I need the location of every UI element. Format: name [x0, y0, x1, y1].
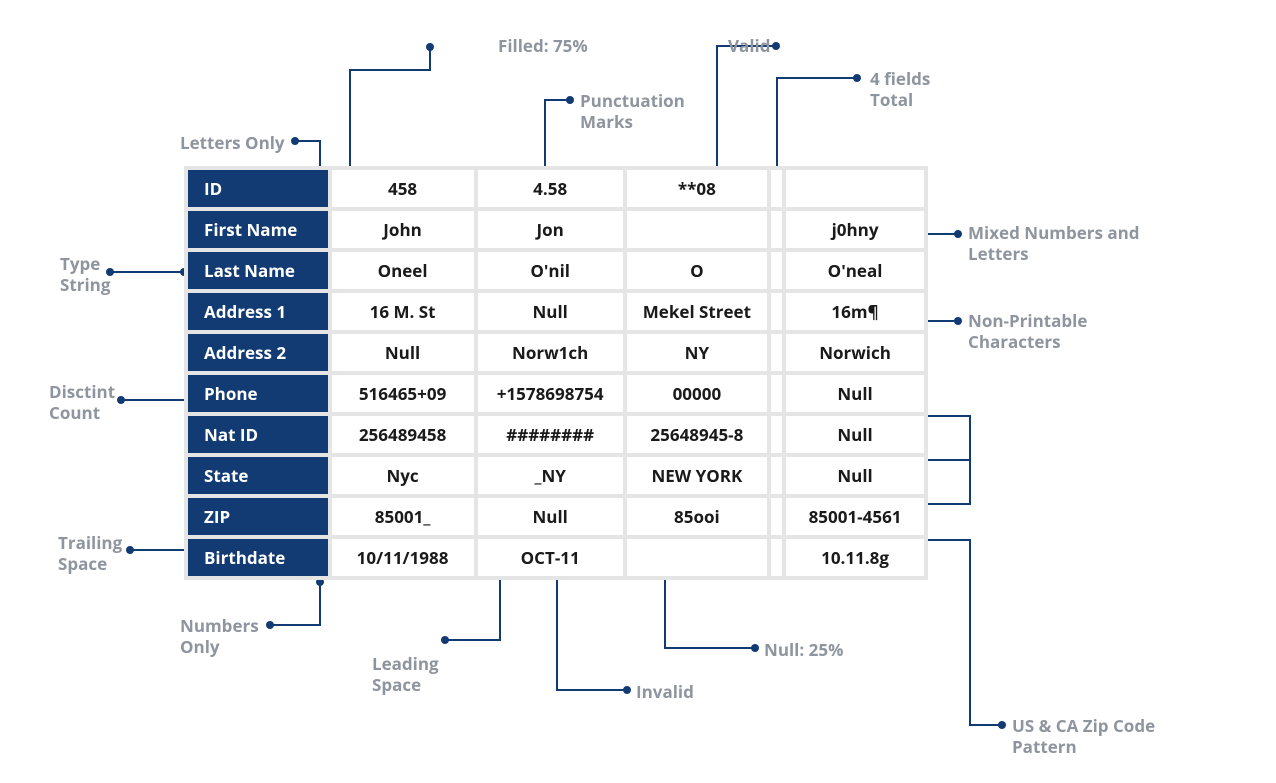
annotation-null-25: Null: 25% — [764, 639, 843, 660]
table-cell — [771, 170, 782, 207]
table-cell: 25648945-8 — [627, 416, 767, 453]
table-cell: _NY — [478, 457, 623, 494]
table-cell: 85001-4561 — [786, 498, 924, 535]
table-cell — [771, 498, 782, 535]
table-cell: +1578698754 — [478, 375, 623, 412]
table-cell: Oneel — [332, 252, 474, 289]
annotation-invalid: Invalid — [636, 681, 694, 702]
table-row: Birthdate10/11/1988OCT-11 10.11.8g — [188, 539, 924, 576]
annotation-us-ca-zip: US & CA Zip Code Pattern — [1012, 715, 1155, 758]
table-cell: O'nil — [478, 252, 623, 289]
annotation-distinct-count: Disctint Count — [49, 381, 115, 424]
table-row: Address 2NullNorw1chNY Norwich — [188, 334, 924, 371]
table-cell: Jon — [478, 211, 623, 248]
table-cell: O'neal — [786, 252, 924, 289]
annotation-valid: Valid — [728, 35, 770, 56]
annotation-non-printable: Non-Printable Characters — [968, 310, 1087, 353]
table-cell: Null — [786, 457, 924, 494]
table-cell — [771, 457, 782, 494]
table-body: ID4584.58**08 First NameJohnJon j0hny Last … — [188, 170, 924, 576]
table-cell: 516465+09 — [332, 375, 474, 412]
row-header: First Name — [188, 211, 328, 248]
row-header: ID — [188, 170, 328, 207]
diagram-stage: ID4584.58**08 First NameJohnJon j0hny Last … — [0, 0, 1276, 783]
table-cell — [786, 170, 924, 207]
table-row: ID4584.58**08 — [188, 170, 924, 207]
table-cell — [771, 211, 782, 248]
table-cell: Null — [332, 334, 474, 371]
annotation-trailing-space: Trailing Space — [58, 532, 122, 575]
table-cell: Norw1ch — [478, 334, 623, 371]
table-cell: John — [332, 211, 474, 248]
annotation-filled-75: Filled: 75% — [498, 35, 588, 56]
table-cell — [771, 293, 782, 330]
row-header: ZIP — [188, 498, 328, 535]
table-cell: Norwich — [786, 334, 924, 371]
table-cell — [771, 334, 782, 371]
table-cell: Null — [478, 498, 623, 535]
table-cell: Nyc — [332, 457, 474, 494]
table-cell: OCT-11 — [478, 539, 623, 576]
table-cell: 85ooi — [627, 498, 767, 535]
table-cell — [771, 416, 782, 453]
table-cell: NEW YORK — [627, 457, 767, 494]
annotation-type-string: Type String — [60, 253, 110, 296]
table-row: StateNyc_NYNEW YORK Null — [188, 457, 924, 494]
annotation-letters-only: Letters Only — [180, 132, 285, 153]
table-cell: 10.11.8g — [786, 539, 924, 576]
annotation-leading-space: Leading Space — [372, 653, 439, 696]
row-header: State — [188, 457, 328, 494]
table-cell: Null — [786, 416, 924, 453]
annotation-punctuation: Punctuation Marks — [580, 90, 685, 133]
table-row: Nat ID256489458########25648945-8 Null — [188, 416, 924, 453]
table-cell — [627, 539, 767, 576]
table-cell: j0hny — [786, 211, 924, 248]
annotation-mixed-num-letters: Mixed Numbers and Letters — [968, 222, 1140, 265]
table-cell: Null — [478, 293, 623, 330]
table-cell: Mekel Street — [627, 293, 767, 330]
table-row: Address 116 M. StNullMekel Street 16m¶ — [188, 293, 924, 330]
row-header: Address 2 — [188, 334, 328, 371]
row-header: Nat ID — [188, 416, 328, 453]
table-cell — [771, 539, 782, 576]
annotation-4-fields: 4 fields Total — [870, 68, 930, 111]
data-quality-table: ID4584.58**08 First NameJohnJon j0hny Last … — [184, 166, 928, 580]
table-cell: 256489458 — [332, 416, 474, 453]
row-header: Address 1 — [188, 293, 328, 330]
table-row: Phone516465+09+157869875400000 Null — [188, 375, 924, 412]
table-cell: 16 M. St — [332, 293, 474, 330]
table-cell: 4.58 — [478, 170, 623, 207]
table-cell: 85001_ — [332, 498, 474, 535]
table-cell: **08 — [627, 170, 767, 207]
table-cell: 16m¶ — [786, 293, 924, 330]
row-header: Birthdate — [188, 539, 328, 576]
table-cell: Null — [786, 375, 924, 412]
table-cell: 10/11/1988 — [332, 539, 474, 576]
table-cell: ######## — [478, 416, 623, 453]
table-cell — [627, 211, 767, 248]
table-row: Last NameOneelO'nilO O'neal — [188, 252, 924, 289]
row-header: Phone — [188, 375, 328, 412]
table-row: ZIP85001_Null85ooi 85001-4561 — [188, 498, 924, 535]
table-cell: 00000 — [627, 375, 767, 412]
table-cell: O — [627, 252, 767, 289]
table-cell: NY — [627, 334, 767, 371]
row-header: Last Name — [188, 252, 328, 289]
table-cell: 458 — [332, 170, 474, 207]
table-row: First NameJohnJon j0hny — [188, 211, 924, 248]
table-cell — [771, 375, 782, 412]
annotation-numbers-only: Numbers Only — [180, 615, 259, 658]
table-cell — [771, 252, 782, 289]
